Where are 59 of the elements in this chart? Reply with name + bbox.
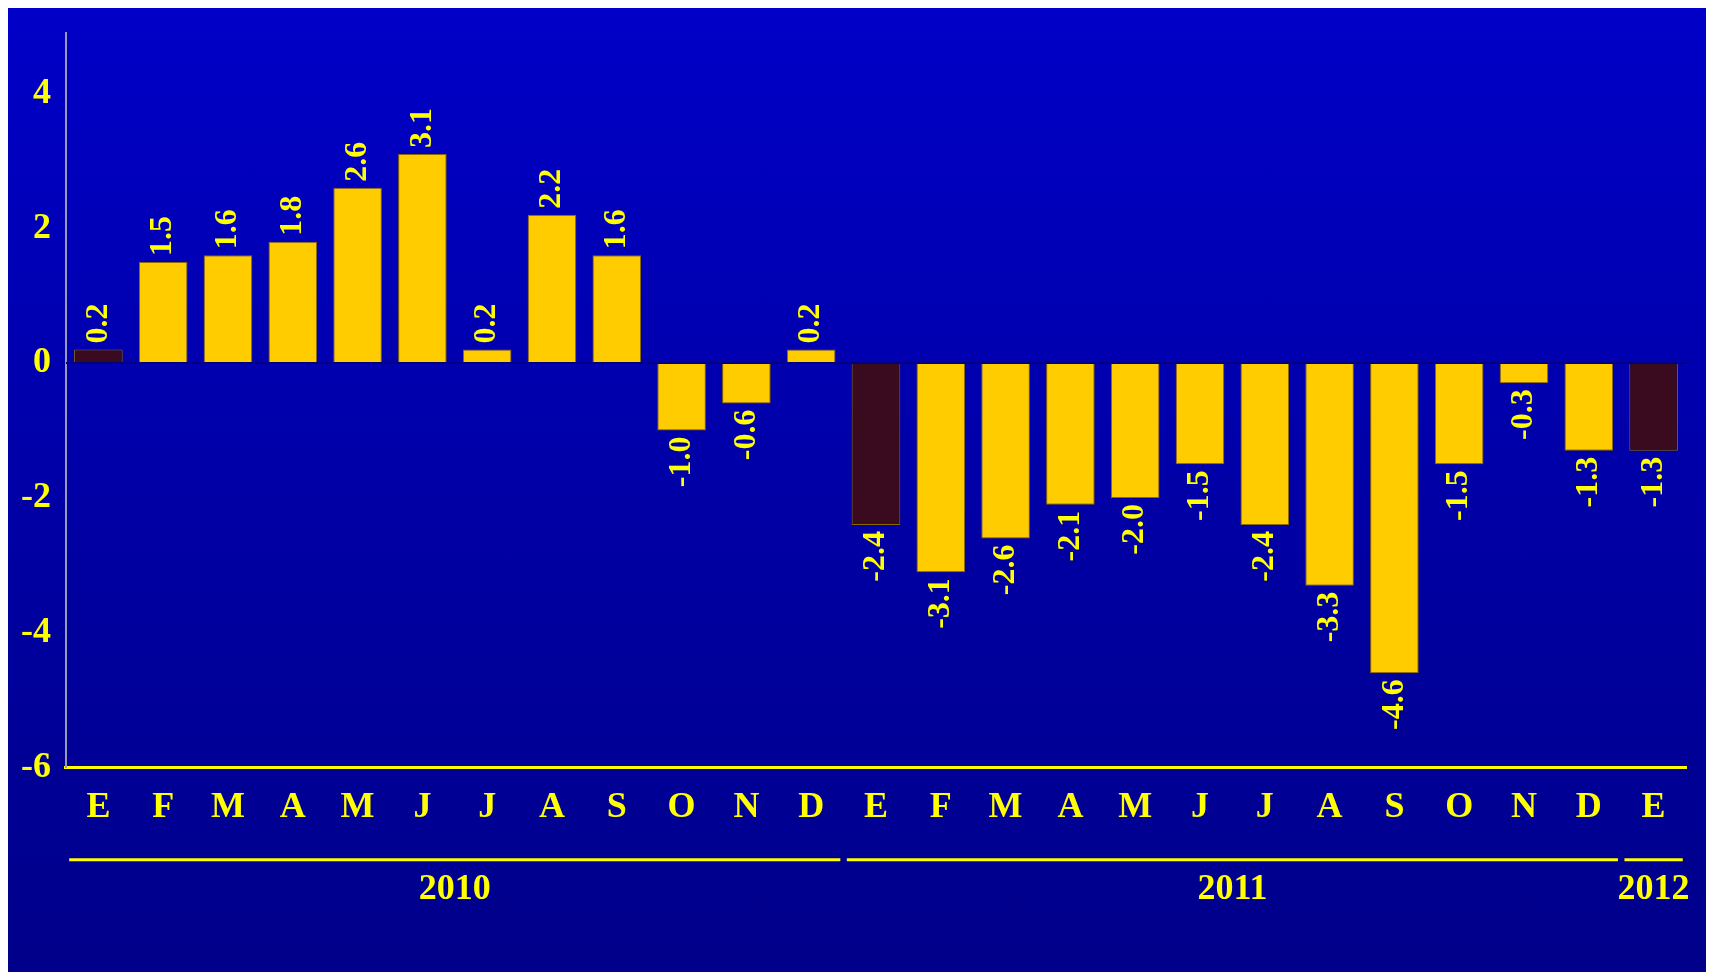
data-label: 2.6	[336, 141, 373, 182]
text: 2012	[1617, 867, 1690, 908]
x-tick-label: A	[538, 784, 565, 825]
data-label: -3.1	[920, 578, 957, 629]
x-tick-label: N	[733, 784, 760, 825]
x-tick-label: M	[1118, 784, 1153, 825]
y-tick-label: -2	[20, 475, 51, 516]
data-label: -4.6	[1373, 679, 1410, 731]
data-label: -1.3	[1568, 456, 1605, 508]
x-tick-label: J	[478, 784, 497, 825]
data-label: 1.6	[596, 209, 633, 250]
y-tick-label: -6	[20, 745, 51, 786]
data-label: 0.2	[466, 303, 503, 344]
data-label: 3.1	[401, 108, 438, 149]
y-tick-label: -4	[20, 610, 51, 651]
x-tick-label: A	[1057, 784, 1084, 825]
x-tick-label: S	[606, 784, 627, 825]
data-label: -2.4	[1244, 530, 1281, 582]
x-tick-label: E	[1641, 784, 1666, 825]
data-label: 0.2	[77, 303, 114, 344]
x-tick-label: J	[413, 784, 432, 825]
x-tick-label: N	[1511, 784, 1537, 825]
data-label: 0.2	[790, 303, 827, 344]
text: 2011	[1197, 867, 1268, 908]
x-tick-label: M	[211, 784, 245, 825]
x-tick-label: J	[1191, 784, 1209, 825]
x-tick-label: S	[1384, 784, 1405, 825]
x-tick-label: J	[1255, 784, 1274, 825]
x-tick-label: M	[988, 784, 1023, 825]
y-tick-label: 2	[32, 205, 51, 246]
data-label: -1.3	[1632, 456, 1669, 508]
x-tick-label: A	[279, 784, 306, 825]
y-tick-label: 0	[32, 340, 51, 381]
data-label: -2.6	[984, 544, 1021, 596]
data-label: -1.5	[1179, 470, 1216, 521]
data-label: 2.2	[531, 168, 568, 209]
x-tick-label: F	[152, 784, 175, 825]
x-tick-label: M	[340, 784, 375, 825]
data-label: -0.3	[1503, 389, 1540, 440]
data-label: 1.6	[207, 209, 244, 250]
x-tick-label: F	[929, 784, 952, 825]
data-label: 1.5	[142, 215, 179, 256]
data-label: -3.3	[1308, 591, 1345, 643]
data-label: -1.5	[1438, 470, 1475, 521]
x-tick-label: E	[863, 784, 888, 825]
data-label: -1.0	[660, 436, 697, 488]
x-tick-label: D	[1575, 784, 1602, 825]
x-tick-label: O	[667, 784, 696, 825]
data-label: -2.0	[1114, 504, 1151, 555]
data-label: 1.8	[272, 195, 309, 236]
x-tick-label: O	[1445, 784, 1474, 825]
data-label: -0.6	[725, 409, 762, 461]
text: 2010	[418, 867, 491, 908]
data-label: -2.4	[855, 530, 892, 582]
y-tick-label: 4	[32, 70, 51, 111]
data-label: -2.1	[1049, 510, 1086, 562]
x-tick-label: E	[86, 784, 111, 825]
x-tick-label: A	[1316, 784, 1343, 825]
x-tick-label: D	[798, 784, 825, 825]
